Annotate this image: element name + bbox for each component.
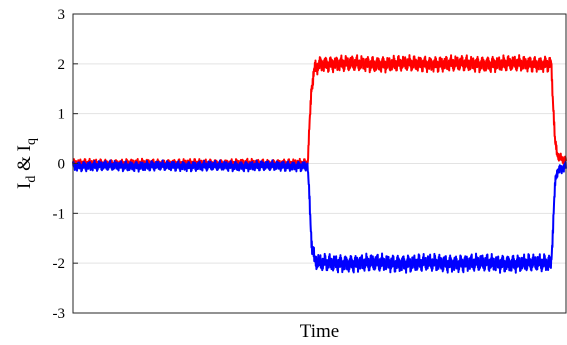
y-tick-label: 3 xyxy=(58,7,66,23)
y-tick-label: 0 xyxy=(58,157,66,173)
y-tick-label: -2 xyxy=(53,256,66,272)
series-layer xyxy=(72,54,567,274)
series-line-2 xyxy=(72,159,567,274)
x-axis-title: Time xyxy=(300,321,339,342)
y-title-amp: & xyxy=(14,151,35,175)
y-title-i1: I xyxy=(14,183,35,189)
y-tick-label: -1 xyxy=(53,206,66,222)
y-title-sub-d: d xyxy=(24,176,39,183)
y-ticks: 3 2 1 0 -1 -2 -3 xyxy=(53,7,78,322)
y-tick-label: 1 xyxy=(58,107,66,123)
y-title-sub-q: q xyxy=(24,138,39,145)
series-line-1 xyxy=(72,54,567,170)
y-tick-label: 2 xyxy=(58,57,66,73)
y-title-i2: I xyxy=(14,145,35,151)
y-tick-label: -3 xyxy=(53,306,66,322)
y-axis-title: Id & Iq xyxy=(14,138,39,189)
